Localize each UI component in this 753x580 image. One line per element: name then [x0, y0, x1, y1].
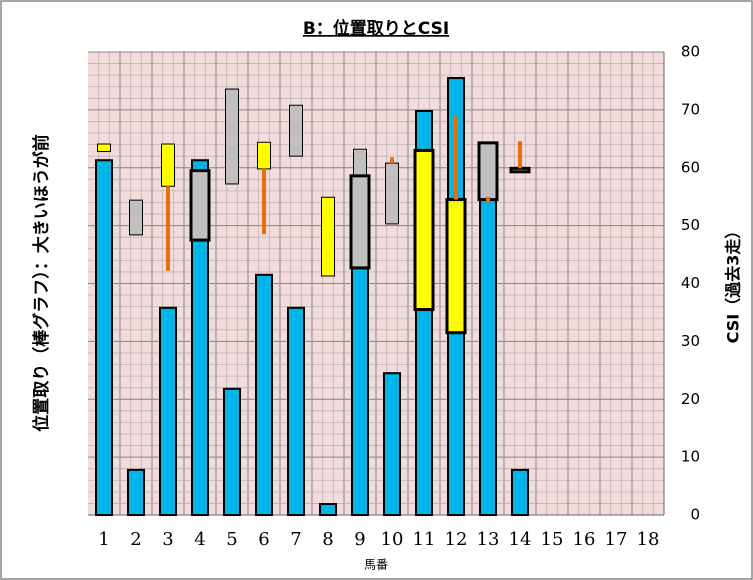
- bar: [383, 372, 401, 516]
- csi-box: [509, 166, 531, 174]
- x-tick-label: 13: [477, 529, 500, 550]
- x-tick-label: 11: [413, 529, 436, 550]
- x-tick-label: 10: [381, 529, 404, 550]
- x-tick-label: 1: [98, 529, 109, 550]
- bar: [255, 273, 273, 516]
- y-tick-label: 20: [681, 390, 700, 408]
- bar: [351, 266, 369, 516]
- y2-axis-label: CSI（過去3走）: [724, 223, 743, 344]
- y-tick-label: 30: [681, 332, 700, 350]
- x-tick-label: 2: [130, 529, 141, 550]
- x-tick-label: 15: [541, 529, 564, 550]
- x-tick-label: 6: [258, 529, 269, 550]
- x-tick-label: 12: [445, 529, 468, 550]
- y-tick-label: 40: [681, 274, 700, 292]
- bar: [159, 306, 177, 516]
- x-tick-label: 3: [162, 529, 173, 550]
- bar: [511, 468, 529, 517]
- x-axis-label: 馬番: [364, 558, 388, 572]
- bar: [223, 387, 241, 516]
- csi-box: [445, 198, 467, 335]
- csi-box: [477, 141, 499, 202]
- x-tick-label: 4: [194, 529, 205, 550]
- y-tick-label: 60: [681, 158, 700, 176]
- x-tick-label: 9: [354, 529, 365, 550]
- chart-title: B：位置取りとCSI: [303, 18, 449, 39]
- bar: [191, 159, 209, 516]
- csi-box: [321, 196, 335, 277]
- bar: [287, 306, 305, 516]
- y-tick-label: 10: [681, 448, 700, 466]
- bar: [319, 503, 337, 517]
- x-tick-label: 8: [322, 529, 333, 550]
- y-tick-label: 50: [681, 216, 700, 234]
- csi-box: [385, 162, 399, 225]
- csi-box: [349, 174, 371, 270]
- csi-box: [161, 143, 175, 187]
- x-tick-label: 18: [637, 529, 660, 550]
- bar: [95, 159, 113, 516]
- y-axis-label: 位置取り（棒グラフ）：大きいほうが前: [31, 134, 52, 432]
- y-tick-label: 0: [690, 506, 700, 524]
- x-tick-label: 7: [290, 529, 301, 550]
- y-tick-label: 80: [681, 43, 700, 61]
- csi-box: [257, 141, 271, 170]
- csi-box: [129, 199, 143, 236]
- y-tick-label: 70: [681, 100, 700, 118]
- x-tick-label: 16: [573, 529, 596, 550]
- x-tick-label: 5: [226, 529, 237, 550]
- x-tick-label: 17: [605, 529, 628, 550]
- csi-box: [413, 148, 435, 312]
- csi-box: [225, 88, 239, 185]
- x-tick-label: 14: [509, 529, 532, 550]
- csi-box: [97, 143, 111, 153]
- csi-box: [189, 169, 211, 242]
- bar: [127, 468, 145, 517]
- csi-box: [289, 104, 303, 157]
